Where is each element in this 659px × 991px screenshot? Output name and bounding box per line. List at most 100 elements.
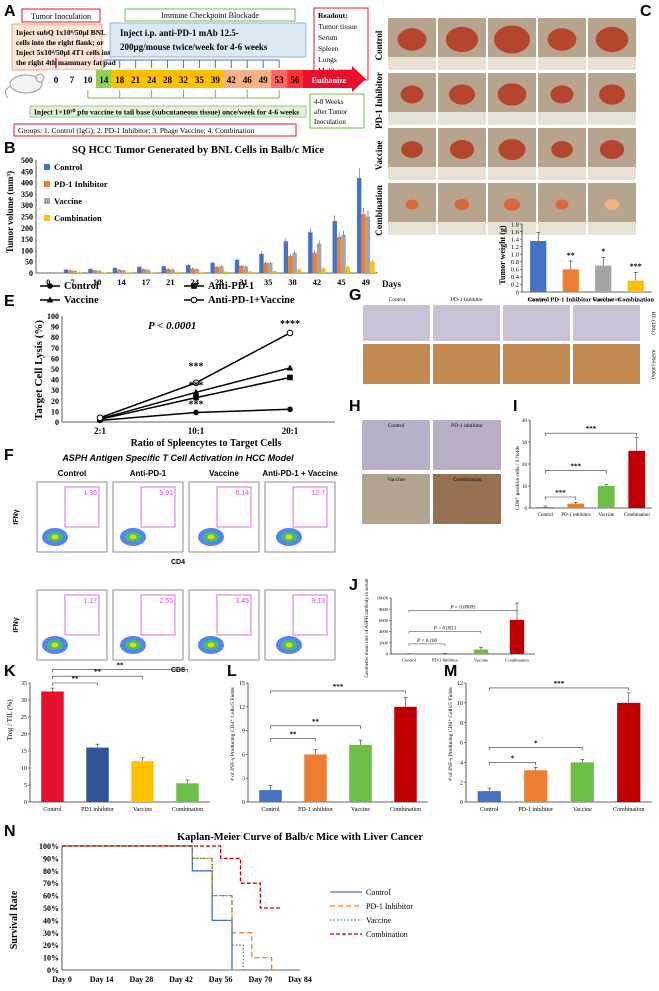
ruler xyxy=(438,167,486,180)
y-tick-label: 10 xyxy=(457,701,463,707)
tumor-sample xyxy=(550,85,574,104)
significance-bracket xyxy=(488,747,583,751)
bar xyxy=(112,268,118,273)
legend-swatch xyxy=(44,181,50,187)
y-tick-label: 40% xyxy=(43,916,59,925)
x-category-label: Combination xyxy=(172,807,203,813)
timeline-cell xyxy=(207,70,224,88)
y-tick-label: 12 xyxy=(239,705,245,711)
readout-item-3: Spleen xyxy=(318,44,339,53)
bar xyxy=(97,270,102,273)
y-tick-label: 20 xyxy=(51,397,59,406)
panel-b-chart: SQ HCC Tumor Generated by BNL Cells in B… xyxy=(5,145,401,289)
y-tick-label: 400 xyxy=(21,179,33,188)
significance-label: * xyxy=(511,754,515,762)
bar xyxy=(68,270,73,273)
y-tick-label: 15 xyxy=(21,749,27,755)
bar xyxy=(567,503,585,508)
x-tick-label: 45 xyxy=(337,277,346,287)
bar xyxy=(349,744,372,802)
bar xyxy=(92,270,98,273)
timeline-cell xyxy=(48,70,64,88)
x-tick-label: Day 28 xyxy=(129,975,153,984)
legend-swatch xyxy=(44,215,50,221)
vaccine-box xyxy=(29,105,307,118)
y-tick-label: 0.4 xyxy=(511,274,520,281)
ruler xyxy=(438,222,486,235)
panel-n-chart: Kaplan-Meier Curve of Balb/c Mice with L… xyxy=(9,832,423,984)
panel-n-title: Kaplan-Meier Curve of Balb/c Mice with L… xyxy=(177,832,423,843)
y-tick-label: 90% xyxy=(43,854,59,863)
timeline-day: 56 xyxy=(291,75,301,85)
x-category-label: Control xyxy=(402,658,417,663)
panel-l-chart: # of INF-γ Producing CD4⁺ Cells/5 Fields… xyxy=(229,681,428,813)
y-tick-label: 70% xyxy=(43,879,59,888)
data-point xyxy=(286,364,294,371)
legend-label: Vaccine xyxy=(366,916,392,925)
tumor-sample xyxy=(449,140,475,159)
significance-bracket xyxy=(270,690,406,694)
tumor-sample xyxy=(494,25,530,54)
tumor-sample xyxy=(599,84,625,105)
significance-label: ** xyxy=(312,718,320,726)
timeline-day: 0 xyxy=(54,75,59,85)
y-tick-label: 30% xyxy=(43,929,59,938)
asph-image xyxy=(573,344,640,384)
mouse-icon xyxy=(4,73,45,99)
tumor-sample xyxy=(503,198,521,211)
x-category-label: Control xyxy=(261,807,280,813)
bar xyxy=(234,259,240,273)
y-tick-label: 100 xyxy=(47,312,59,321)
x-category-label: PD-1 Inhibitor xyxy=(550,297,591,304)
survival-curve xyxy=(62,845,281,909)
x-category-label: Combination xyxy=(390,807,421,813)
timeline-day: 14 xyxy=(99,75,109,85)
y-tick-label: 30 xyxy=(51,386,59,395)
panel-label-c: C xyxy=(640,3,652,20)
x-category-label: Combination xyxy=(618,297,655,304)
column-label: Control xyxy=(389,297,406,303)
timeline-cell xyxy=(223,70,240,88)
ruler xyxy=(388,167,436,180)
p-value-label: P = 0.00005 xyxy=(449,605,476,610)
bar xyxy=(88,268,93,273)
significance-label: *** xyxy=(571,463,582,471)
timeline-day: 7 xyxy=(70,75,75,85)
tumor-sample xyxy=(397,28,427,51)
x-tick-label: Day 84 xyxy=(288,975,312,984)
y-tick-label: 60% xyxy=(43,892,59,901)
readout-item-1: Tumor tissue xyxy=(318,22,358,31)
y-tick-label: 0 xyxy=(29,269,33,278)
legend-marker xyxy=(47,283,53,289)
y-tick-label: 6 xyxy=(460,741,463,747)
significance-bracket xyxy=(52,675,143,680)
y-tick-label: 30 xyxy=(21,698,27,704)
ruler xyxy=(388,57,436,70)
gate-percentage: 3.45 xyxy=(235,598,249,605)
flow-plot-frame xyxy=(188,481,260,553)
y-tick-label: 70 xyxy=(51,344,59,353)
y-tick-label: 9 xyxy=(242,729,245,735)
ruler xyxy=(538,57,586,70)
bar xyxy=(617,702,641,802)
bar xyxy=(477,791,501,802)
ruler xyxy=(488,112,536,125)
panel-label-k: K xyxy=(4,663,16,680)
y-tick-label: 450 xyxy=(21,167,33,176)
bar xyxy=(170,269,175,273)
bar xyxy=(361,214,366,273)
timeline-cell xyxy=(63,70,80,88)
timeline-cell xyxy=(79,70,96,88)
ihc-image xyxy=(433,420,501,470)
bar xyxy=(165,268,171,273)
gate xyxy=(140,486,176,528)
cell-population xyxy=(207,642,215,648)
survival-curve xyxy=(62,845,273,970)
bar xyxy=(562,269,579,292)
inject-line-4: the right 4th mammary fat pad xyxy=(16,58,117,67)
panel-e-pvalue: P < 0.0001 xyxy=(148,320,196,332)
panel-g-ihc: Control PD-1 Inhibitor Vaccine CombinationH… xyxy=(363,297,657,384)
legend-label: Control xyxy=(64,281,99,292)
y-tick-label: 0.8 xyxy=(511,259,519,266)
bar xyxy=(304,754,327,802)
